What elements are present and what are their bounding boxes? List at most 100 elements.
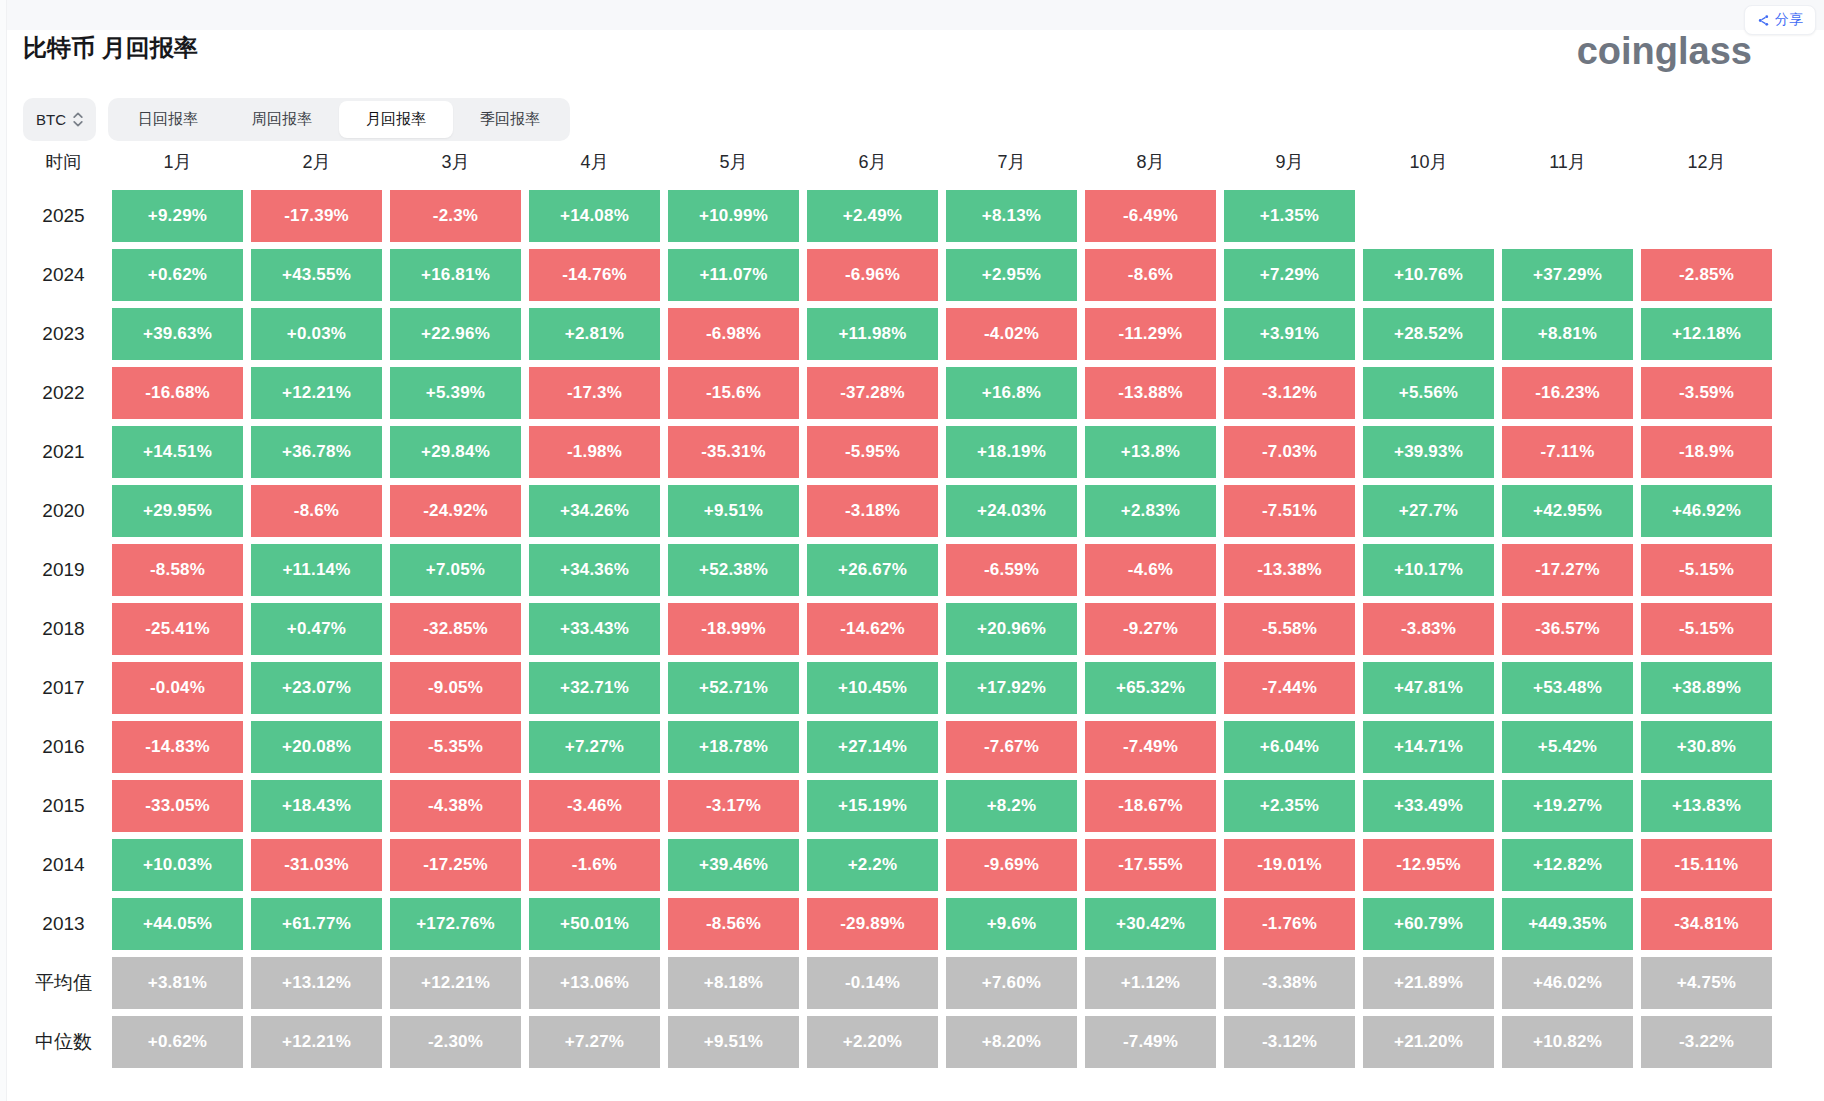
- return-cell: +17.92%: [946, 662, 1077, 714]
- return-cell: +29.95%: [112, 485, 243, 537]
- return-cell: -17.27%: [1502, 544, 1633, 596]
- return-cell: -13.88%: [1085, 367, 1216, 419]
- return-cell: +12.21%: [251, 367, 382, 419]
- return-cell: +10.03%: [112, 839, 243, 891]
- return-cell: +2.95%: [946, 249, 1077, 301]
- return-cell: +4.75%: [1641, 957, 1772, 1009]
- return-cell: +10.17%: [1363, 544, 1494, 596]
- return-cell: +27.14%: [807, 721, 938, 773]
- return-cell: +2.35%: [1224, 780, 1355, 832]
- return-cell: +38.89%: [1641, 662, 1772, 714]
- return-cell: +29.84%: [390, 426, 521, 478]
- return-cell: +44.05%: [112, 898, 243, 950]
- return-tab[interactable]: 月回报率: [339, 101, 453, 138]
- return-cell: +5.39%: [390, 367, 521, 419]
- return-cell: +1.35%: [1224, 190, 1355, 242]
- return-cell: -5.58%: [1224, 603, 1355, 655]
- return-cell: -1.6%: [529, 839, 660, 891]
- return-cell: -5.15%: [1641, 603, 1772, 655]
- return-cell: +3.81%: [112, 957, 243, 1009]
- return-cell: +5.56%: [1363, 367, 1494, 419]
- return-cell: +20.96%: [946, 603, 1077, 655]
- return-cell: +12.21%: [390, 957, 521, 1009]
- return-cell: +65.32%: [1085, 662, 1216, 714]
- return-cell: -5.95%: [807, 426, 938, 478]
- return-cell: +52.71%: [668, 662, 799, 714]
- updown-chevron-icon: [73, 112, 83, 127]
- return-cell: -17.3%: [529, 367, 660, 419]
- share-button[interactable]: 分享: [1744, 5, 1816, 35]
- month-header-cell: 9月: [1224, 140, 1355, 183]
- return-cell: -14.62%: [807, 603, 938, 655]
- return-cell: +43.55%: [251, 249, 382, 301]
- return-cell: -18.67%: [1085, 780, 1216, 832]
- return-cell: -14.83%: [112, 721, 243, 773]
- return-cell: -3.59%: [1641, 367, 1772, 419]
- return-cell: -1.76%: [1224, 898, 1355, 950]
- return-cell: +7.05%: [390, 544, 521, 596]
- return-cell: +9.51%: [668, 1016, 799, 1068]
- return-cell: +7.27%: [529, 721, 660, 773]
- month-header-cell: 3月: [390, 140, 521, 183]
- return-cell: -25.41%: [112, 603, 243, 655]
- return-cell: -3.22%: [1641, 1016, 1772, 1068]
- return-tab[interactable]: 周回报率: [225, 101, 339, 138]
- return-cell: -5.35%: [390, 721, 521, 773]
- return-cell: +7.29%: [1224, 249, 1355, 301]
- return-cell: +32.71%: [529, 662, 660, 714]
- return-cell: +14.51%: [112, 426, 243, 478]
- month-header-cell: 11月: [1502, 140, 1633, 183]
- month-header-cell: 12月: [1641, 140, 1772, 183]
- return-cell: +39.46%: [668, 839, 799, 891]
- row-label: 2024: [23, 249, 104, 301]
- row-label: 2014: [23, 839, 104, 891]
- return-cell: +20.08%: [251, 721, 382, 773]
- return-tab[interactable]: 季回报率: [453, 101, 567, 138]
- return-cell: +8.20%: [946, 1016, 1077, 1068]
- return-cell: -9.69%: [946, 839, 1077, 891]
- row-label: 2016: [23, 721, 104, 773]
- return-cell: +12.21%: [251, 1016, 382, 1068]
- row-label: 2022: [23, 367, 104, 419]
- return-cell: +18.43%: [251, 780, 382, 832]
- coinglass-logo: coinglass: [1577, 30, 1752, 73]
- return-cell: +34.26%: [529, 485, 660, 537]
- return-cell: -12.95%: [1363, 839, 1494, 891]
- return-cell: +18.19%: [946, 426, 1077, 478]
- return-cell: +16.81%: [390, 249, 521, 301]
- return-cell: -8.6%: [251, 485, 382, 537]
- return-cell: -35.31%: [668, 426, 799, 478]
- return-cell: +0.62%: [112, 249, 243, 301]
- time-header-cell: 时间: [23, 140, 104, 183]
- return-cell: +46.02%: [1502, 957, 1633, 1009]
- return-cell: +2.49%: [807, 190, 938, 242]
- return-cell: +14.08%: [529, 190, 660, 242]
- return-cell: +22.96%: [390, 308, 521, 360]
- page-title: 比特币 月回报率: [23, 32, 198, 64]
- left-edge-divider: [0, 0, 7, 1101]
- return-cell: +33.49%: [1363, 780, 1494, 832]
- return-cell: -33.05%: [112, 780, 243, 832]
- return-cell: -6.96%: [807, 249, 938, 301]
- return-cell: -0.04%: [112, 662, 243, 714]
- return-cell: -8.56%: [668, 898, 799, 950]
- return-cell: -3.18%: [807, 485, 938, 537]
- row-label: 2019: [23, 544, 104, 596]
- return-cell-empty: [1641, 190, 1772, 242]
- return-cell: -5.15%: [1641, 544, 1772, 596]
- row-label: 2017: [23, 662, 104, 714]
- return-cell: +30.42%: [1085, 898, 1216, 950]
- return-cell: -2.3%: [390, 190, 521, 242]
- return-cell: -37.28%: [807, 367, 938, 419]
- return-cell: -3.46%: [529, 780, 660, 832]
- return-cell: -7.11%: [1502, 426, 1633, 478]
- return-cell: +19.27%: [1502, 780, 1633, 832]
- return-cell: -16.68%: [112, 367, 243, 419]
- return-cell: +23.07%: [251, 662, 382, 714]
- return-tab[interactable]: 日回报率: [111, 101, 225, 138]
- coin-selector[interactable]: BTC: [23, 98, 96, 141]
- return-cell: -6.49%: [1085, 190, 1216, 242]
- return-cell: +12.18%: [1641, 308, 1772, 360]
- return-cell: -18.9%: [1641, 426, 1772, 478]
- return-cell: +37.29%: [1502, 249, 1633, 301]
